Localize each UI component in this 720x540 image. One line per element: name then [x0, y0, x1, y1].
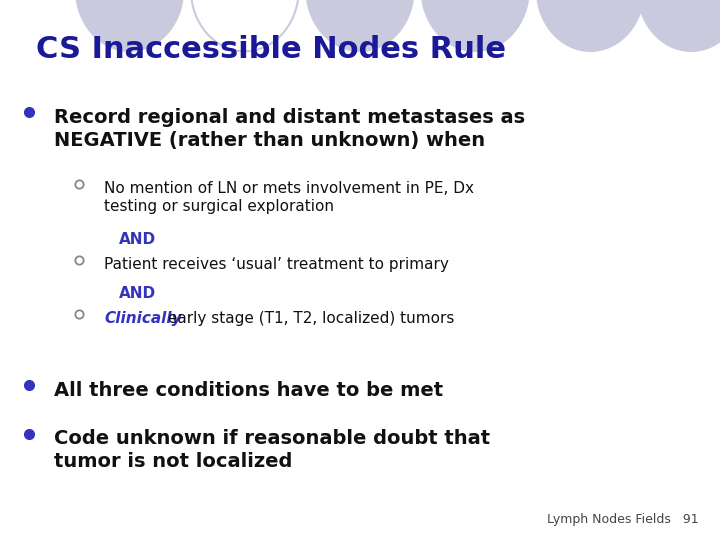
- Text: early stage (T1, T2, localized) tumors: early stage (T1, T2, localized) tumors: [163, 310, 455, 326]
- Ellipse shape: [637, 0, 720, 51]
- Text: AND: AND: [119, 232, 156, 247]
- Text: All three conditions have to be met: All three conditions have to be met: [54, 381, 443, 400]
- Text: Code unknown if reasonable doubt that
tumor is not localized: Code unknown if reasonable doubt that tu…: [54, 429, 490, 471]
- Text: CS Inaccessible Nodes Rule: CS Inaccessible Nodes Rule: [36, 35, 506, 64]
- Text: AND: AND: [119, 286, 156, 301]
- Text: No mention of LN or mets involvement in PE, Dx
testing or surgical exploration: No mention of LN or mets involvement in …: [104, 181, 474, 214]
- Ellipse shape: [191, 0, 299, 51]
- Text: Patient receives ‘usual’ treatment to primary: Patient receives ‘usual’ treatment to pr…: [104, 256, 449, 272]
- Ellipse shape: [536, 0, 644, 51]
- Ellipse shape: [421, 0, 529, 51]
- Ellipse shape: [306, 0, 414, 51]
- Text: Lymph Nodes Fields   91: Lymph Nodes Fields 91: [546, 514, 698, 526]
- Text: Record regional and distant metastases as
NEGATIVE (rather than unknown) when: Record regional and distant metastases a…: [54, 108, 525, 150]
- Ellipse shape: [76, 0, 184, 51]
- Text: Clinically: Clinically: [104, 310, 182, 326]
